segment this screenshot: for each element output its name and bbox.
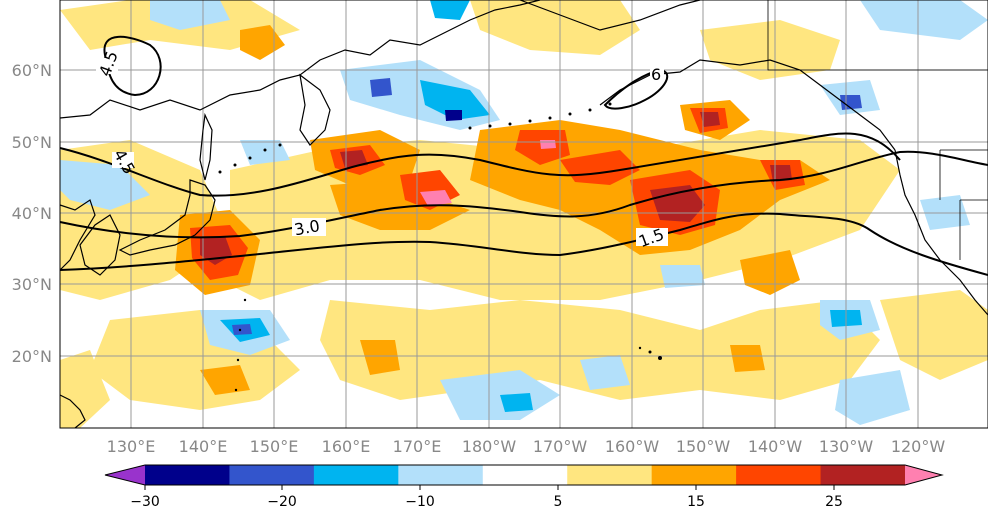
china-coastline	[59, 199, 96, 271]
alaska-north-coast	[519, 0, 701, 31]
latitude-labels: 60°N 50°N 40°N 30°N 20°N	[12, 61, 52, 366]
lat-label-50n: 50°N	[12, 133, 52, 152]
colorbar-label-minus30: −30	[130, 494, 160, 510]
sakhalin-coastline	[199, 112, 213, 181]
colorbar-bin	[145, 465, 230, 485]
contour-line-4-5-west	[103, 35, 162, 97]
lat-label-40n: 40°N	[12, 204, 52, 223]
colorbar-label-25: 25	[825, 494, 843, 510]
lon-label-140w: 140°W	[748, 437, 803, 456]
japan-coastline	[118, 179, 216, 256]
contours	[59, 35, 988, 276]
colorbar-bin	[736, 465, 822, 485]
border-lines	[767, 0, 988, 260]
colorbar-bin	[651, 465, 737, 485]
lon-label-130e: 130°E	[107, 437, 156, 456]
colorbar: −30 −20 −10 5 15 25	[104, 464, 944, 510]
philippines-coastline	[59, 394, 86, 429]
lat-label-60n: 60°N	[12, 61, 52, 80]
lon-label-150e: 150°E	[250, 437, 299, 456]
contour-line-3-0	[59, 150, 988, 239]
colorbar-bin	[482, 465, 568, 485]
island-chain	[218, 102, 662, 392]
colorbar-label-5: 5	[554, 494, 563, 510]
colorbar-ticks	[144, 485, 835, 490]
colorbar-bin	[398, 465, 484, 485]
north-america-coastline	[894, 149, 988, 316]
lon-label-170e: 170°E	[393, 437, 442, 456]
lat-label-30n: 30°N	[12, 275, 52, 294]
lon-label-180w: 180°W	[462, 437, 517, 456]
contour-labels: 4.5 4.5 6 3.0 1.5	[95, 48, 668, 251]
longitude-labels: 130°E 140°E 150°E 160°E 170°E 180°W 170°…	[107, 437, 946, 456]
navy-patches	[445, 110, 462, 121]
kamchatka-coastline	[299, 73, 331, 146]
lon-label-150w: 150°W	[676, 437, 731, 456]
contour-line-6	[603, 68, 669, 110]
royal-blue-patches	[232, 78, 862, 335]
colorbar-bin	[820, 465, 906, 485]
lon-label-160e: 160°E	[322, 437, 371, 456]
coastlines	[59, 0, 988, 429]
contour-line-4-5	[59, 132, 901, 197]
colorbar-bins	[105, 465, 942, 485]
asia-coastline	[59, 0, 541, 119]
colorbar-label-minus10: −10	[405, 494, 435, 510]
colorbar-label-15: 15	[687, 494, 705, 510]
colorbar-label-minus20: −20	[267, 494, 297, 510]
lon-label-120w: 120°W	[891, 437, 946, 456]
lon-label-160w: 160°W	[605, 437, 660, 456]
contour-label-6: 6	[651, 65, 661, 84]
contour-line-1-5	[59, 212, 988, 276]
lon-label-130w: 130°W	[819, 437, 874, 456]
colorbar-bin	[567, 465, 653, 485]
korea-coastline	[79, 214, 121, 276]
colorbar-bin	[313, 465, 399, 485]
lon-label-170w: 170°W	[533, 437, 588, 456]
contour-label-3-0: 3.0	[293, 216, 321, 239]
map-border	[59, 0, 988, 429]
colorbar-bin	[905, 465, 942, 485]
colorbar-bin	[105, 465, 145, 485]
colorbar-bin	[229, 465, 315, 485]
lon-label-140e: 140°E	[179, 437, 228, 456]
lat-label-20n: 20°N	[12, 347, 52, 366]
